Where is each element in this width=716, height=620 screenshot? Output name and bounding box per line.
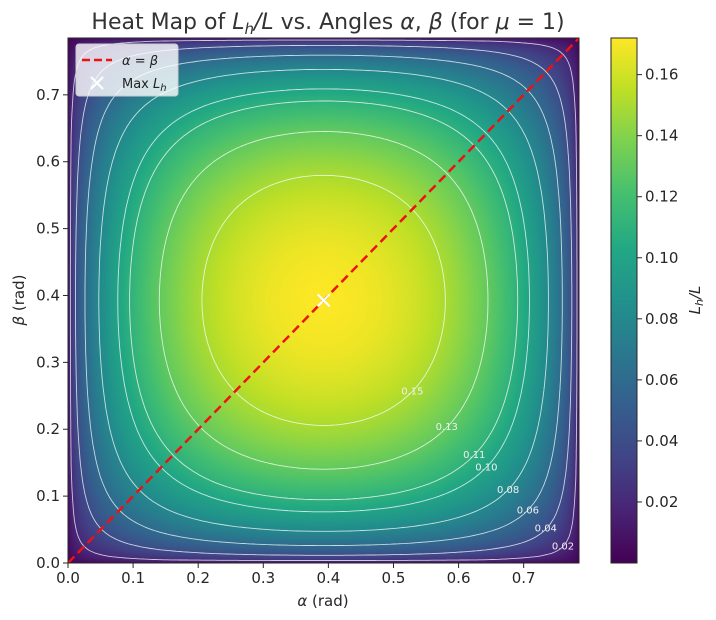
contour-line	[84, 54, 563, 547]
contour-line	[69, 39, 578, 561]
colorbar	[610, 37, 638, 564]
colorbar-tick-label: 0.02	[645, 493, 678, 511]
contour-label: 0.08	[497, 485, 519, 496]
y-axis-ticks: 0.0 0.1 0.2 0.3 0.4 0.5 0.6 0.7	[36, 86, 68, 572]
contour-line	[117, 88, 530, 513]
chart-title: Heat Map of Lh/L vs. Angles α, β (for μ …	[91, 10, 564, 38]
y-tick-label: 0.0	[36, 554, 60, 572]
colorbar-ticks: 0.02 0.04 0.06 0.08 0.10 0.12 0.14 0.16	[637, 66, 678, 511]
y-tick-label: 0.6	[36, 153, 60, 171]
x-tick-label: 0.6	[447, 569, 471, 587]
contour-label: 0.15	[401, 387, 423, 398]
contour-label: 0.13	[436, 422, 458, 433]
colorbar-tick-label: 0.12	[645, 188, 678, 206]
contour-line	[98, 68, 549, 532]
contour-label: 0.02	[552, 541, 574, 552]
colorbar-tick-label: 0.10	[645, 249, 678, 267]
colorbar-tick-label: 0.14	[645, 127, 678, 145]
x-tick-label: 0.1	[121, 569, 145, 587]
x-tick-label: 0.4	[316, 569, 340, 587]
contour-label: 0.04	[535, 524, 557, 535]
y-tick-label: 0.7	[36, 86, 60, 104]
colorbar-label: Lh/L	[686, 286, 706, 315]
legend-diagonal-label: α = β	[122, 54, 158, 69]
colorbar-tick-label: 0.08	[645, 310, 678, 328]
contour-line	[201, 174, 446, 426]
y-tick-label: 0.3	[36, 353, 60, 371]
max-marker	[316, 293, 331, 308]
contour-label: 0.10	[475, 463, 497, 474]
contour-line	[129, 100, 519, 501]
x-tick-label: 0.2	[186, 569, 210, 587]
y-tick-label: 0.5	[36, 220, 60, 238]
legend: α = β Max Lh	[75, 43, 179, 97]
y-tick-label: 0.1	[36, 487, 60, 505]
legend-box	[75, 43, 179, 97]
contour-label: 0.11	[463, 450, 485, 461]
contour-line	[158, 131, 489, 470]
colorbar-tick-label: 0.16	[645, 66, 678, 84]
y-tick-label: 0.2	[36, 420, 60, 438]
x-axis-label: α (rad)	[297, 592, 348, 610]
colorbar-tick-label: 0.06	[645, 371, 678, 389]
x-tick-label: 0.0	[56, 569, 80, 587]
colorbar-tick-label: 0.04	[645, 432, 678, 450]
x-tick-label: 0.5	[382, 569, 406, 587]
x-tick-label: 0.3	[251, 569, 275, 587]
x-tick-label: 0.7	[512, 569, 536, 587]
legend-max-label: Max Lh	[122, 77, 167, 94]
contour-label: 0.06	[517, 505, 539, 516]
legend-max-swatch	[90, 76, 104, 90]
heatmap-field: 0.02 0.04 0.06 0.080.10 0.11 0.13 0.15	[68, 38, 579, 563]
y-tick-label: 0.4	[36, 286, 60, 304]
y-axis-label: β (rad)	[10, 275, 28, 327]
x-axis-ticks: 0.0 0.1 0.2 0.3 0.4 0.5 0.6 0.7	[56, 563, 536, 587]
plot-frame	[67, 37, 580, 564]
contour-lines: 0.02 0.04 0.06 0.080.10 0.11 0.13 0.15	[69, 39, 578, 561]
